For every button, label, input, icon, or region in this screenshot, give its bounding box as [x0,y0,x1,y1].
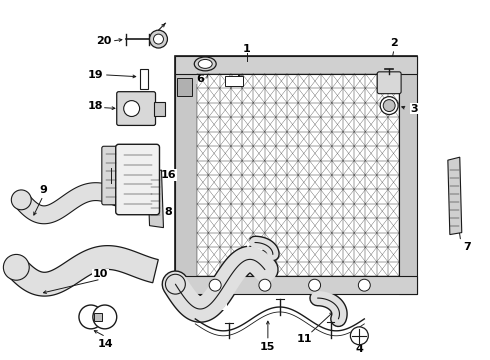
Text: 18: 18 [88,100,103,111]
Bar [177,78,192,96]
Bar [140,69,147,89]
Circle shape [383,100,395,112]
Bar [153,102,166,116]
Circle shape [350,327,368,345]
Text: 15: 15 [260,342,275,352]
Circle shape [123,100,140,117]
Bar [175,56,197,294]
FancyBboxPatch shape [117,92,155,125]
Circle shape [380,96,398,114]
Text: 2: 2 [390,38,398,48]
Text: 6: 6 [196,74,204,84]
Bar [94,313,102,321]
Text: 19: 19 [88,70,104,80]
Text: 10: 10 [93,269,108,279]
Circle shape [79,305,103,329]
Ellipse shape [198,59,212,68]
Text: 9: 9 [39,185,47,195]
Polygon shape [14,183,151,224]
Text: 3: 3 [410,104,418,113]
Text: 16: 16 [161,170,176,180]
Text: 12: 12 [210,299,226,309]
FancyBboxPatch shape [102,146,120,205]
Text: 17: 17 [103,173,119,183]
Text: 20: 20 [96,36,112,46]
Circle shape [153,34,164,44]
Polygon shape [448,157,462,235]
Circle shape [3,255,29,280]
Ellipse shape [195,57,216,71]
Circle shape [93,305,117,329]
Bar [225,76,243,86]
Circle shape [149,30,168,48]
FancyBboxPatch shape [377,72,401,94]
Circle shape [259,279,271,291]
Circle shape [209,279,221,291]
Text: 5: 5 [236,74,244,84]
Text: 4: 4 [355,344,363,354]
Text: 14: 14 [98,339,114,349]
Bar [175,276,417,294]
Polygon shape [7,246,158,296]
Polygon shape [147,170,164,228]
Circle shape [358,279,370,291]
Text: 8: 8 [165,207,172,217]
FancyBboxPatch shape [116,144,159,215]
Text: 13: 13 [247,239,263,249]
Text: 7: 7 [463,243,470,252]
Text: 1: 1 [243,44,251,54]
Text: 11: 11 [297,334,313,344]
Circle shape [309,279,320,291]
Bar [197,74,399,276]
Circle shape [166,274,185,294]
Bar [399,56,417,294]
Bar [175,56,417,294]
Circle shape [11,190,31,210]
Bar [175,56,417,74]
